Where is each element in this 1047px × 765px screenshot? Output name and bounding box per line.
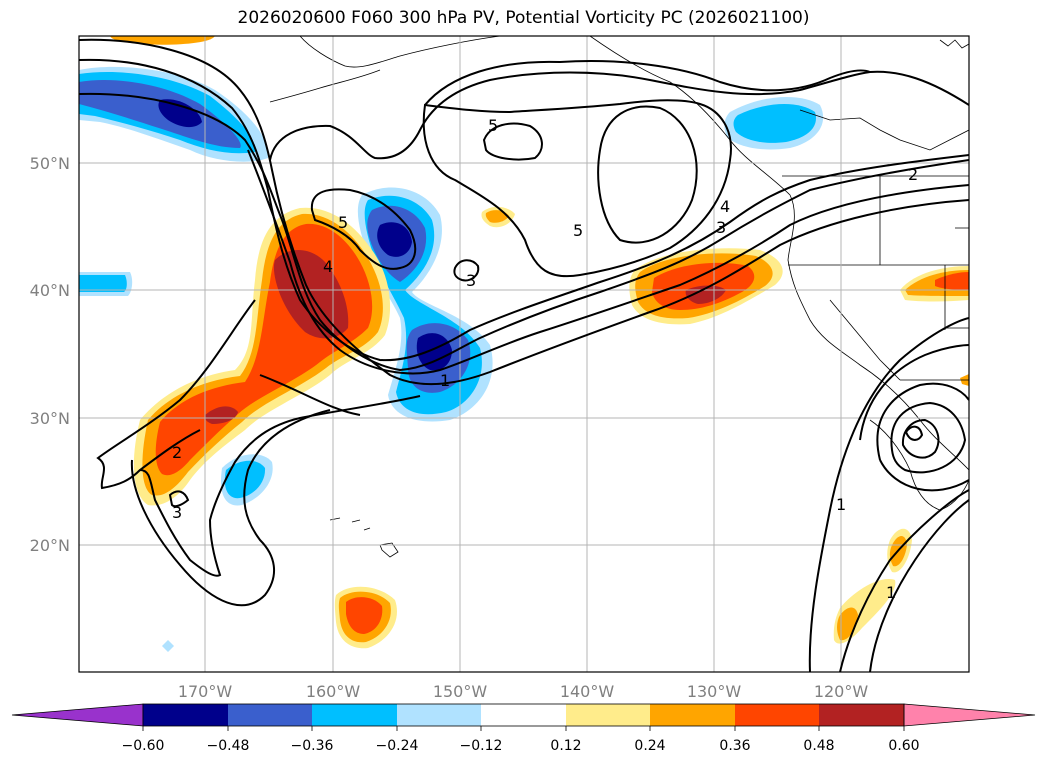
pv-contours <box>79 38 969 672</box>
lon-label: 150°W <box>433 682 488 701</box>
neg-region <box>158 99 202 128</box>
aleutian-chain <box>269 69 381 103</box>
west-coast <box>589 36 969 471</box>
colorbar-tick-label: 0.48 <box>803 738 834 754</box>
contour-label: 3 <box>716 218 726 237</box>
colorbar: −0.60 −0.48 −0.36 −0.24 −0.12 0.12 0.24 … <box>11 703 1036 754</box>
pv-contour <box>453 259 480 282</box>
map-title: 2026020600 F060 300 hPa PV, Potential Vo… <box>237 8 810 28</box>
canada-coast <box>799 109 969 151</box>
lat-label: 40°N <box>30 281 70 300</box>
border-line <box>955 227 969 265</box>
pv-contour <box>901 418 940 459</box>
colorbar-segment <box>397 704 481 726</box>
colorbar-tick-label: 0.36 <box>719 738 750 754</box>
lon-labels: 170°W 160°W 150°W 140°W 130°W 120°W <box>178 682 869 701</box>
lon-label: 120°W <box>814 682 869 701</box>
colorbar-tick-label: 0.24 <box>634 738 665 754</box>
colorbar-segment <box>481 704 566 726</box>
pv-contour <box>876 382 969 492</box>
pv-contour <box>139 429 201 471</box>
colorbar-segment <box>228 704 312 726</box>
pv-contour <box>247 149 969 375</box>
lat-label: 50°N <box>30 154 70 173</box>
neg-region <box>733 104 817 143</box>
colorbar-segment <box>143 704 228 726</box>
lon-label: 130°W <box>687 682 742 701</box>
neg-region <box>377 222 412 257</box>
contour-label: 1 <box>886 583 896 602</box>
colorbar-tick-label: −0.60 <box>122 738 165 754</box>
contour-label: 5 <box>338 213 348 232</box>
lon-label: 160°W <box>306 682 361 701</box>
neg-region <box>416 333 452 371</box>
pv-contour <box>422 99 732 278</box>
pv-contour <box>259 374 361 416</box>
colorbar-segment <box>312 704 397 726</box>
colorbar-tick-label: 0.12 <box>550 738 581 754</box>
pv-contour <box>859 344 969 441</box>
contour-label: 3 <box>172 503 182 522</box>
contour-label: 2 <box>172 443 182 462</box>
colorbar-tick-label: −0.36 <box>291 738 334 754</box>
contour-label: 1 <box>836 495 846 514</box>
colorbar-frame <box>142 703 905 727</box>
pv-contour <box>79 38 969 386</box>
pos-region <box>346 597 383 634</box>
pv-contour <box>904 425 924 441</box>
pv-contour <box>79 58 969 362</box>
gridlines <box>79 36 969 672</box>
pos-region <box>837 607 858 641</box>
contour-labels: 5 5 5 4 4 3 3 3 2 2 1 1 1 <box>172 116 918 602</box>
pv-contour <box>168 490 190 508</box>
colorbar-tick-label: −0.48 <box>207 738 250 754</box>
contour-label: 3 <box>466 271 476 290</box>
border-line <box>829 299 901 381</box>
hawaii <box>329 517 399 558</box>
neg-region <box>79 275 127 292</box>
pv-contour <box>130 409 331 607</box>
pv-contour <box>96 299 421 577</box>
colorbar-segment <box>566 704 650 726</box>
contour-label: 1 <box>440 371 450 390</box>
lat-label: 20°N <box>30 536 70 555</box>
contour-label: 5 <box>488 116 498 135</box>
colorbar-segment <box>735 704 819 726</box>
neg-region <box>162 640 174 652</box>
pv-contour <box>869 499 969 672</box>
pv-contour <box>310 188 417 270</box>
pv-contour <box>597 105 698 244</box>
pv-contour <box>839 489 969 672</box>
contour-label: 4 <box>323 257 333 276</box>
arctic-coast <box>939 39 969 49</box>
contour-label: 4 <box>720 197 730 216</box>
pos-region <box>935 272 969 290</box>
lon-label: 140°W <box>560 682 615 701</box>
colorbar-tick-label: −0.24 <box>376 738 419 754</box>
coastlines <box>269 36 969 558</box>
lon-label: 170°W <box>178 682 233 701</box>
pv-contour <box>890 401 967 474</box>
contour-label: 5 <box>573 221 583 240</box>
neg-region <box>79 80 241 148</box>
pv-contour <box>269 70 969 161</box>
pv-contour <box>808 317 969 672</box>
colorbar-segment <box>903 703 1036 727</box>
pos-region <box>204 406 238 424</box>
contour-label: 2 <box>908 165 918 184</box>
colorbar-ticks <box>142 726 905 731</box>
colorbar-tick-label: 0.60 <box>888 738 919 754</box>
pv-contour <box>482 122 543 161</box>
colorbar-segment <box>819 704 904 726</box>
lat-label: 30°N <box>30 409 70 428</box>
colorbar-segment <box>650 704 735 726</box>
colorbar-segment <box>11 703 144 727</box>
pv-contour <box>424 59 871 106</box>
lat-labels: 50°N 40°N 30°N 20°N <box>30 154 70 555</box>
colorbar-tick-label: −0.12 <box>460 738 503 754</box>
map-frame <box>78 35 970 673</box>
